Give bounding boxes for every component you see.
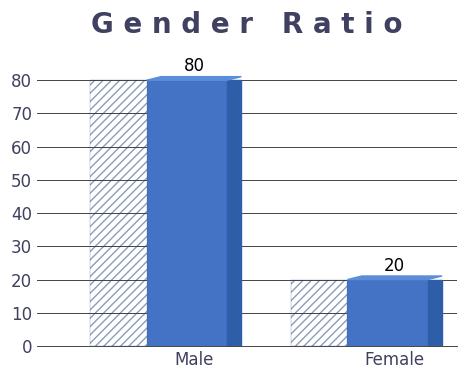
Polygon shape [146,77,241,80]
Text: 20: 20 [384,256,405,275]
Polygon shape [227,80,241,346]
Bar [90,80,146,346]
Bar [347,280,428,346]
Title: G e n d e r   R a t i o: G e n d e r R a t i o [91,11,403,39]
Bar [291,280,347,346]
Text: 80: 80 [183,57,205,75]
Bar [146,80,227,346]
Polygon shape [428,280,442,346]
Polygon shape [347,276,442,280]
